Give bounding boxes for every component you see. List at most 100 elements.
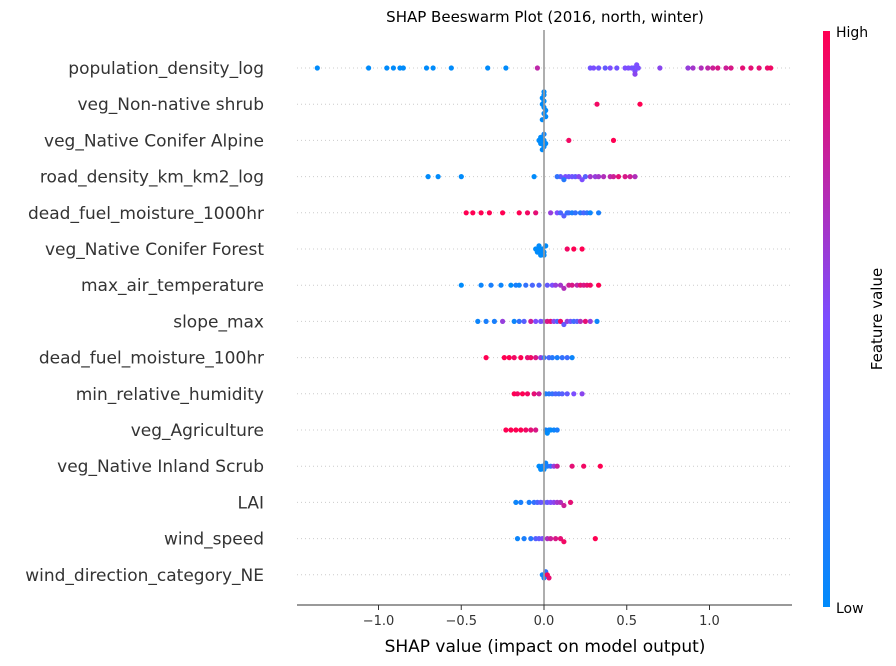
shap-point (557, 282, 564, 288)
shap-point (524, 391, 531, 397)
shap-point (533, 318, 539, 324)
shap-point (740, 65, 746, 71)
shap-point (533, 210, 539, 216)
shap-point (503, 65, 509, 71)
shap-point (698, 65, 704, 71)
shap-point (533, 427, 539, 433)
shap-point (581, 463, 587, 469)
shap-point (728, 65, 734, 71)
feature-label: dead_fuel_moisture_1000hr (28, 204, 264, 224)
shap-point (458, 174, 464, 180)
shap-point (500, 318, 506, 324)
shap-point (400, 65, 406, 71)
shap-point (553, 536, 559, 542)
shap-point (768, 65, 774, 71)
shap-point (554, 427, 560, 433)
shap-point (596, 282, 602, 288)
shap-point (710, 65, 716, 71)
shap-point (615, 174, 622, 180)
feature-label: veg_Native Conifer Forest (45, 240, 264, 260)
shap-point (513, 499, 519, 505)
shap-point (549, 355, 555, 361)
shap-point (587, 210, 593, 216)
shap-point (529, 282, 536, 288)
shap-point (488, 282, 494, 288)
shap-point (587, 282, 593, 288)
shap-point (521, 318, 527, 324)
shap-point (564, 355, 570, 361)
shap-point (579, 177, 585, 183)
shap-point (564, 246, 570, 252)
x-tick-label: 0.5 (616, 614, 637, 629)
feature-rows: population_density_log veg_Non-native shr… (25, 59, 792, 586)
feature-label: min_relative_humidity (76, 385, 264, 405)
shap-point (607, 65, 613, 71)
shap-point (587, 174, 593, 180)
shap-point (582, 174, 589, 180)
shap-point (576, 174, 582, 180)
shap-point (531, 174, 537, 180)
shap-point (366, 65, 372, 71)
feature-label: wind_speed (164, 530, 264, 550)
shap-point (470, 210, 476, 216)
shap-point (557, 318, 564, 324)
shap-point (554, 174, 560, 180)
shap-point (632, 174, 638, 180)
shap-point (557, 210, 564, 216)
shap-point (592, 536, 598, 542)
shap-point (423, 65, 430, 71)
shap-point (577, 318, 584, 324)
colorbar-label: Feature value (868, 268, 886, 370)
shap-point (390, 65, 396, 71)
shap-point (519, 391, 526, 397)
shap-point (579, 391, 585, 397)
shap-point (536, 282, 542, 288)
colorbar (823, 31, 830, 607)
shap-point (514, 536, 521, 542)
shap-point (528, 318, 534, 324)
shap-point (610, 137, 617, 143)
shap-point (523, 427, 529, 433)
shap-point (491, 318, 497, 324)
shap-point (594, 101, 600, 107)
feature-label: road_density_km_km2_log (40, 168, 264, 188)
shap-point (559, 391, 565, 397)
feature-label: dead_fuel_moisture_100hr (39, 349, 264, 369)
shap-point (632, 71, 638, 77)
shap-point (536, 243, 542, 249)
shap-point (506, 355, 512, 361)
shap-point (587, 318, 593, 324)
shap-point (582, 318, 589, 324)
shap-point (485, 65, 491, 71)
shap-point (518, 427, 524, 433)
shap-point (518, 355, 524, 361)
shap-point (554, 463, 560, 469)
shap-point (448, 65, 454, 71)
shap-point (591, 65, 597, 71)
x-ticks: −1.0 −0.5 0.0 0.5 1.0 (363, 605, 720, 629)
shap-point (516, 282, 522, 288)
x-axis-label: SHAP value (impact on model output) (385, 637, 706, 657)
shap-point (503, 427, 509, 433)
shap-point (528, 536, 534, 542)
shap-point (538, 134, 544, 140)
feature-label: max_air_temperature (81, 276, 264, 296)
shap-point (748, 65, 754, 71)
shap-point (524, 210, 531, 216)
shap-point (483, 355, 489, 361)
shap-point (501, 355, 507, 361)
shap-point (554, 355, 560, 361)
shap-point (531, 391, 537, 397)
shap-point (596, 210, 602, 216)
shap-point (513, 427, 519, 433)
shap-point (561, 502, 567, 509)
data-points (314, 62, 774, 581)
shap-point (514, 391, 521, 397)
shap-point (657, 65, 663, 71)
shap-point (548, 536, 554, 542)
shap-point (528, 355, 534, 361)
shap-point (594, 318, 600, 324)
shap-point (314, 65, 320, 71)
shap-point (602, 65, 608, 71)
shap-point (538, 140, 544, 147)
